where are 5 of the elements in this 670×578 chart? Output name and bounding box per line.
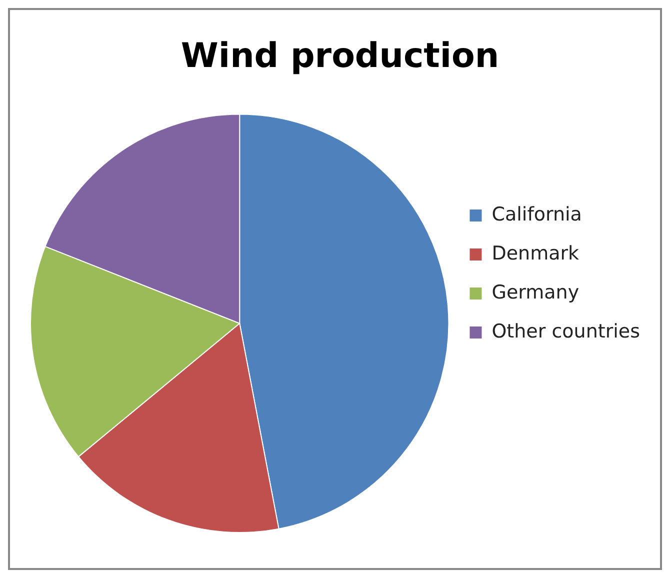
- legend-label: California: [492, 203, 582, 226]
- chart-title: Wind production: [180, 36, 500, 76]
- legend-label: Denmark: [492, 242, 580, 264]
- legend-label: Germany: [492, 281, 580, 304]
- legend-label: Other countries: [492, 320, 640, 342]
